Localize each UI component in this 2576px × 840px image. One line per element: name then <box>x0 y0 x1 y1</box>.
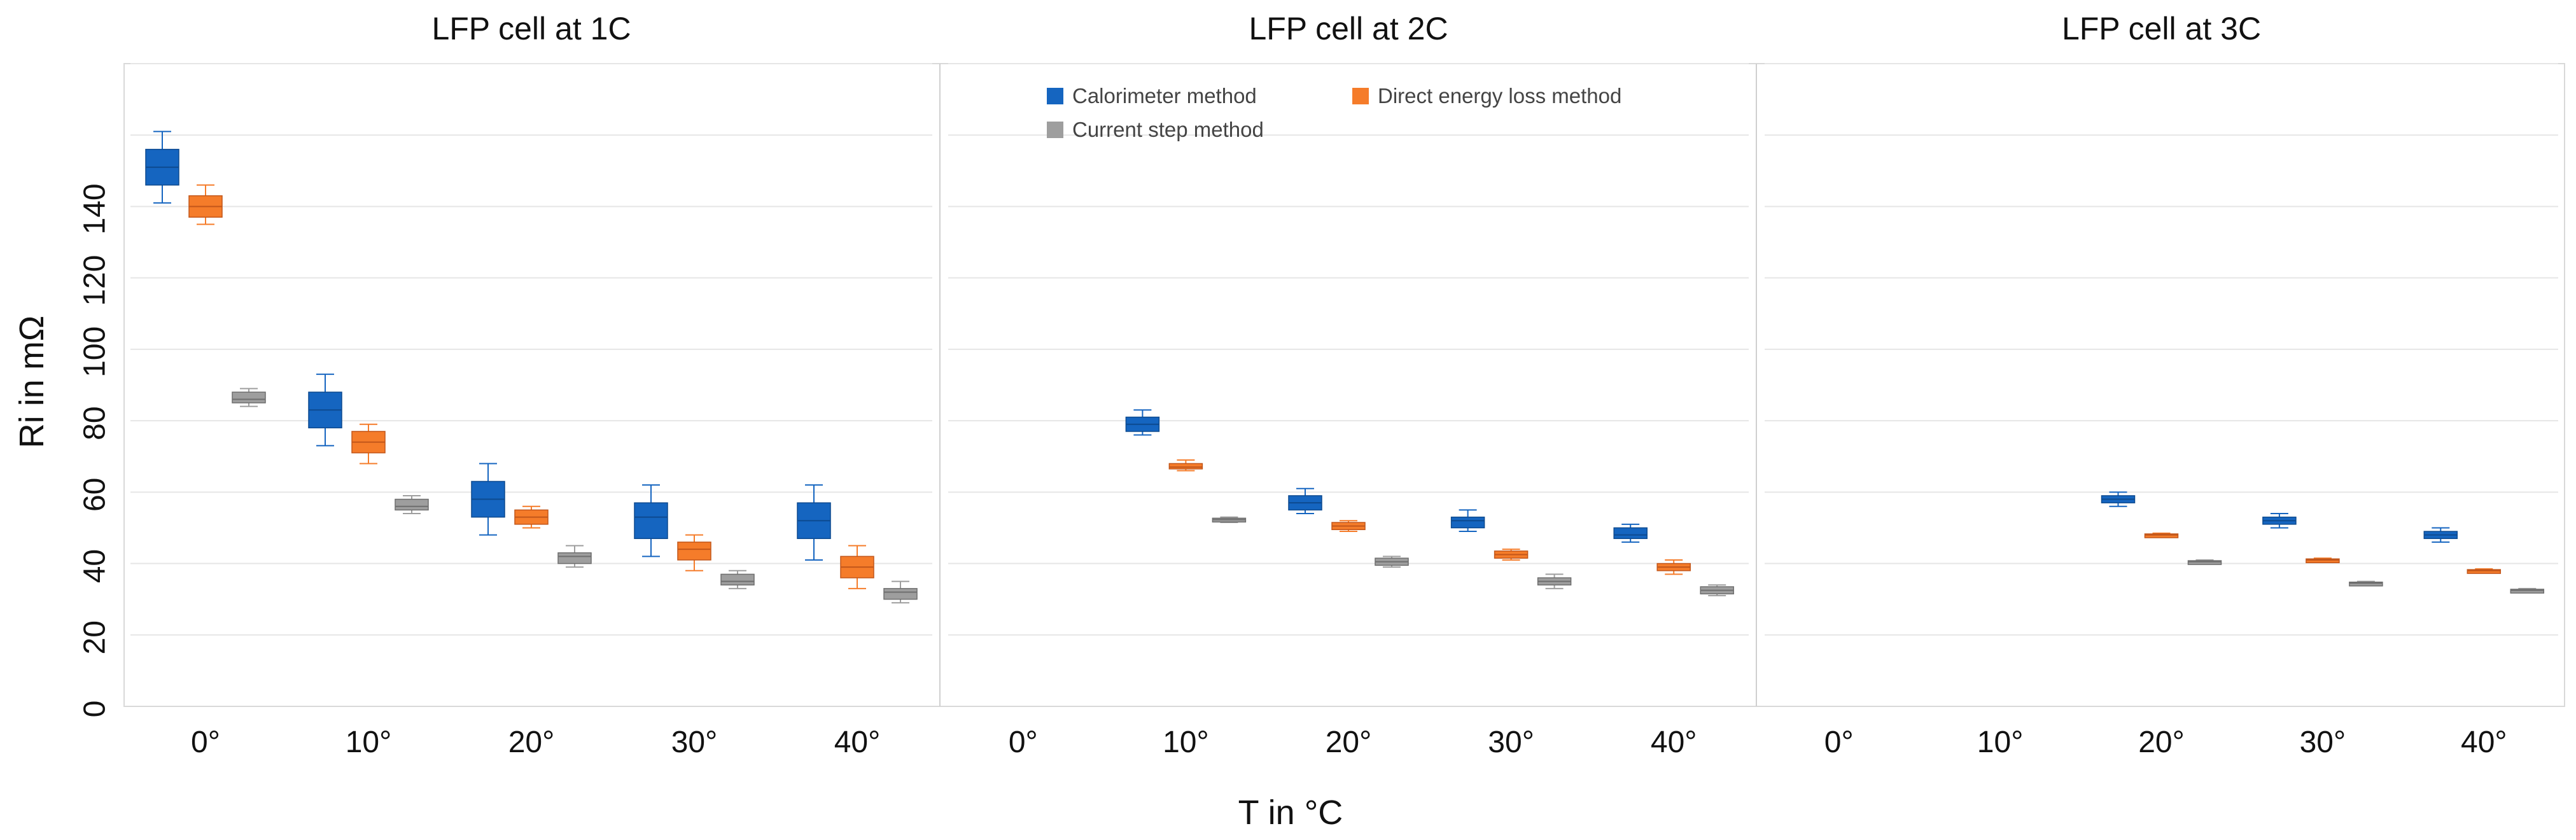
box-iqr <box>395 498 429 511</box>
box-current-step-method <box>1537 573 1572 589</box>
box-current-step-method <box>720 570 755 589</box>
panel-2: LFP cell at 2C 0° 10° 20° 30° 40° <box>1009 11 1734 759</box>
box-iqr <box>2187 560 2222 565</box>
box-calorimeter-method <box>634 484 668 557</box>
box-current-step-method <box>2510 587 2545 594</box>
x-tick-label: 0° <box>1824 725 1854 759</box>
legend-item-current-step-method: Current step method <box>1047 118 1264 141</box>
box-direct-energy-loss-method <box>2306 557 2340 564</box>
box-iqr <box>720 573 755 585</box>
box-direct-energy-loss-method <box>840 545 874 589</box>
panel-1: LFP cell at 1C 0° 10° 20° 30° 40° <box>145 11 918 759</box>
box-current-step-method <box>1700 584 1734 597</box>
box-direct-energy-loss-method <box>2144 532 2179 538</box>
box-direct-energy-loss-method <box>1331 520 1366 533</box>
x-tick-label: 40° <box>2461 725 2507 759</box>
y-axis-label: Ri in mΩ <box>13 316 51 448</box>
box-calorimeter-method <box>471 463 505 536</box>
box-iqr <box>2349 581 2383 587</box>
x-tick-label: 0° <box>191 725 220 759</box>
box-iqr <box>634 502 668 540</box>
legend-swatch <box>1047 88 1063 104</box>
box-iqr <box>1450 516 1485 529</box>
box-iqr <box>232 391 266 403</box>
y-tick-label: 80 <box>78 406 112 440</box>
y-tick-label: 140 <box>78 183 112 234</box>
legend: Calorimeter method Direct energy loss met… <box>1047 84 1621 141</box>
box-direct-energy-loss-method <box>1656 559 1691 575</box>
legend-item-calorimeter-method: Calorimeter method <box>1047 84 1257 108</box>
legend-label: Calorimeter method <box>1072 84 1257 108</box>
box-current-step-method <box>557 545 592 568</box>
legend-swatch <box>1047 122 1063 138</box>
box-current-step-method <box>2349 580 2383 587</box>
box-direct-energy-loss-method <box>351 423 386 465</box>
box-direct-energy-loss-method <box>2467 568 2502 574</box>
y-tick-label: 20 <box>78 620 112 654</box>
x-tick-label: 40° <box>1651 725 1697 759</box>
box-iqr <box>2510 589 2545 594</box>
x-tick-label: 10° <box>346 725 392 759</box>
panel-title: LFP cell at 2C <box>1249 11 1448 46</box>
legend-label: Current step method <box>1072 118 1264 141</box>
panel-3: LFP cell at 3C 0° 10° 20° 30° 40° <box>1824 11 2545 759</box>
y-tick-label: 120 <box>78 255 112 306</box>
box-current-step-method <box>1212 516 1247 524</box>
box-calorimeter-method <box>1125 409 1160 436</box>
box-current-step-method <box>395 494 429 514</box>
legend-label: Direct energy loss method <box>1378 84 1621 108</box>
box-calorimeter-method <box>308 374 342 447</box>
x-tick-label: 20° <box>2138 725 2185 759</box>
box-iqr <box>557 552 592 564</box>
plot-frame <box>123 63 2565 707</box>
panel-title: LFP cell at 1C <box>431 11 631 46</box>
x-tick-label: 20° <box>508 725 555 759</box>
box-calorimeter-method <box>145 130 179 204</box>
box-calorimeter-method <box>1450 509 1485 533</box>
box-calorimeter-method <box>1613 523 1648 543</box>
x-axis-label: T in °C <box>1238 794 1343 832</box>
x-tick-label: 30° <box>1488 725 1534 759</box>
box-calorimeter-method <box>2262 513 2297 529</box>
box-iqr <box>677 542 711 561</box>
box-direct-energy-loss-method <box>1168 459 1203 472</box>
x-tick-label: 0° <box>1009 725 1038 759</box>
x-tick-label: 30° <box>2300 725 2346 759</box>
chart-panels: 0 20 40 60 80 100 120 140 LFP cell at 1C 0° 10° 20°… <box>78 11 2565 759</box>
legend-swatch <box>1352 88 1369 104</box>
x-tick-label: 20° <box>1326 725 1372 759</box>
box-iqr <box>2144 533 2179 538</box>
box-direct-energy-loss-method <box>677 534 711 571</box>
box-iqr <box>2467 569 2502 574</box>
y-tick-label: 100 <box>78 326 112 377</box>
box-iqr <box>1168 463 1203 470</box>
legend-item-direct-energy-loss-method: Direct energy loss method <box>1352 84 1621 108</box>
box-current-step-method <box>2187 559 2222 565</box>
box-calorimeter-method <box>797 484 831 561</box>
box-current-step-method <box>883 580 918 604</box>
x-tick-label: 10° <box>1977 725 2024 759</box>
x-tick-label: 40° <box>834 725 881 759</box>
x-tick-label: 30° <box>671 725 718 759</box>
y-tick-label: 0 <box>78 701 112 718</box>
box-direct-energy-loss-method <box>514 505 549 529</box>
x-tick-label: 10° <box>1163 725 1209 759</box>
box-iqr <box>883 588 918 600</box>
box-iqr <box>1613 527 1648 540</box>
y-tick-label: 40 <box>78 549 112 583</box>
box-iqr <box>2306 558 2340 564</box>
box-calorimeter-method <box>2423 527 2458 543</box>
box-current-step-method <box>1375 556 1409 568</box>
box-calorimeter-method <box>1288 487 1322 514</box>
y-tick-label: 60 <box>78 478 112 512</box>
box-calorimeter-method <box>2101 491 2136 507</box>
panel-title: LFP cell at 3C <box>2062 11 2261 46</box>
box-direct-energy-loss-method <box>1494 549 1529 561</box>
box-current-step-method <box>232 388 266 407</box>
box-direct-energy-loss-method <box>188 184 223 225</box>
